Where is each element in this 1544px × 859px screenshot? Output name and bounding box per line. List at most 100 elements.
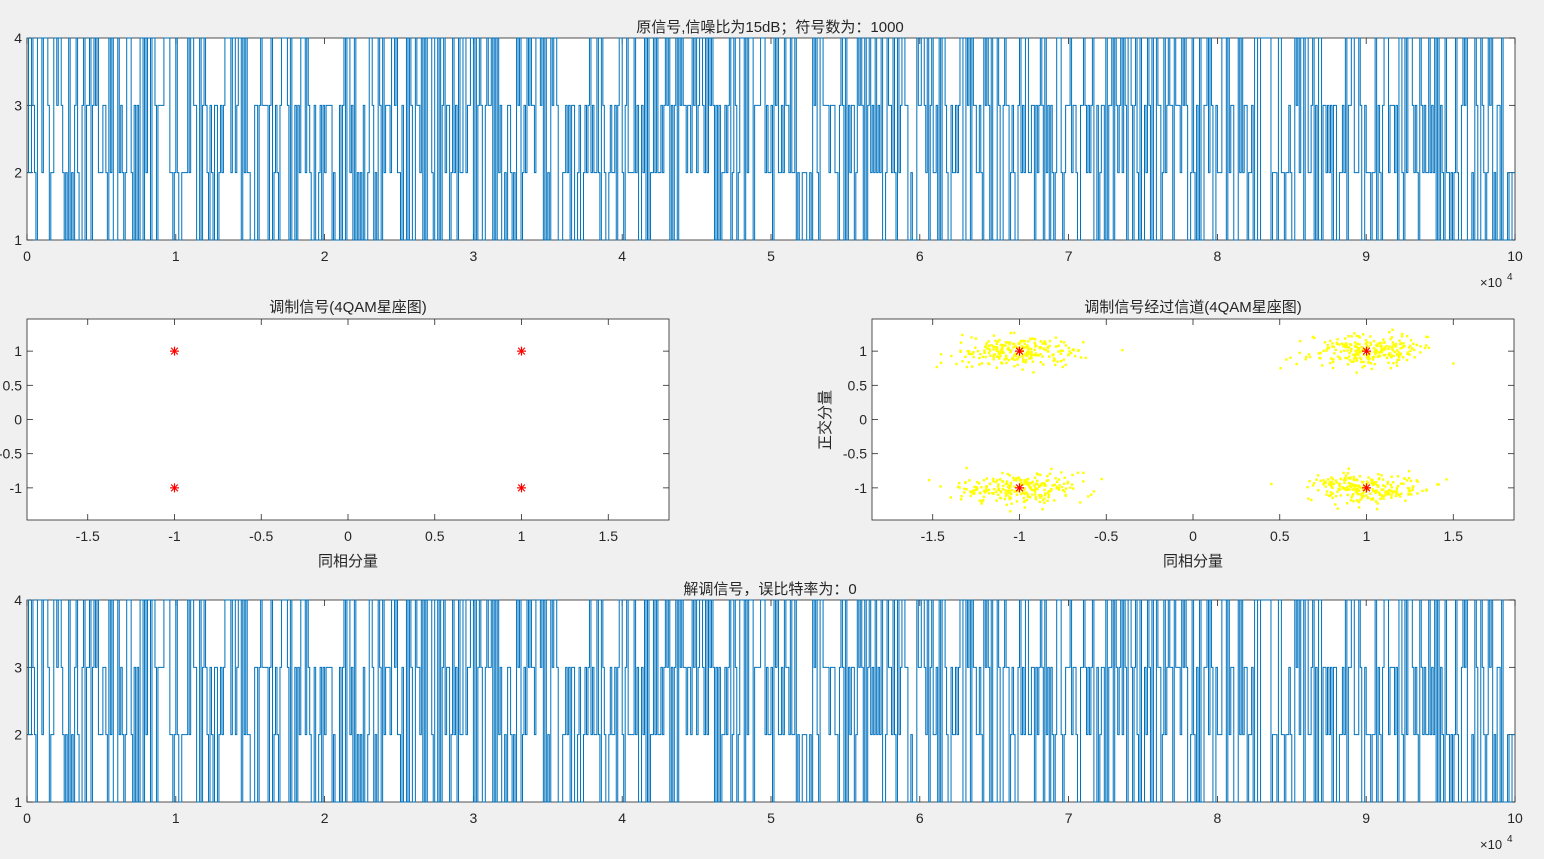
channel-noisy-point (1054, 363, 1057, 367)
channel-noisy-point (939, 353, 943, 356)
channel-noisy-point (999, 343, 1002, 347)
channel-noisy-point (1332, 358, 1335, 361)
channel-noisy-point (971, 492, 975, 495)
channel-noisy-point (987, 488, 991, 492)
channel-noisy-point (1069, 351, 1073, 355)
channel-noisy-point (1361, 492, 1364, 495)
channel-noisy-point (1394, 494, 1398, 498)
channel-noisy-point (1369, 335, 1372, 338)
channel-noisy-point (1044, 492, 1047, 495)
channel-noisy-point (992, 353, 996, 356)
channel-noisy-point (1040, 482, 1043, 485)
channel-noisy-point (1041, 508, 1044, 511)
channel-noisy-point (1364, 342, 1368, 345)
channel-noisy-point (1412, 485, 1415, 488)
channel-noisy-point (1331, 492, 1334, 495)
channel-noisy-point (1402, 342, 1405, 345)
channel-noisy-point (1029, 482, 1032, 485)
channel-noisy-point (1374, 351, 1378, 355)
channel-noisy-point (1004, 341, 1008, 344)
channel-noisy-point (1378, 477, 1381, 480)
channel-constellation-star-marker (1014, 483, 1024, 493)
channel-noisy-point (1027, 352, 1030, 355)
channel-noisy-point (1321, 364, 1324, 367)
channel-noisy-point (1039, 473, 1042, 477)
channel-noisy-point (1416, 492, 1419, 495)
demodulated-signal-x-scale-exponent: 4 (1507, 834, 1513, 845)
channel-noisy-point (1047, 350, 1050, 353)
channel-noisy-point (1395, 364, 1399, 367)
channel-noisy-point (984, 355, 987, 359)
channel-noisy-point (1059, 349, 1063, 352)
modulated-constellation-ytick-label: -1 (10, 480, 23, 496)
channel-noisy-point (927, 478, 931, 482)
channel-noisy-point (1025, 346, 1028, 349)
channel-noisy-point (1001, 471, 1004, 475)
channel-noisy-point (1036, 473, 1040, 476)
channel-noisy-point (1392, 343, 1395, 347)
channel-constellation-xtick-label: 0.5 (1270, 528, 1290, 544)
channel-noisy-point (1326, 343, 1329, 347)
channel-noisy-point (1004, 489, 1007, 492)
channel-noisy-point (1364, 339, 1368, 342)
channel-noisy-point (1308, 480, 1311, 483)
channel-noisy-point (992, 334, 996, 337)
channel-noisy-point (1384, 485, 1387, 488)
demodulated-signal-xtick-label: 8 (1214, 810, 1222, 826)
channel-noisy-point (996, 493, 1000, 496)
channel-noisy-point (1380, 344, 1383, 347)
channel-noisy-point (1405, 334, 1409, 338)
channel-noisy-point (1008, 491, 1011, 494)
channel-noisy-point (1003, 497, 1007, 501)
channel-constellation-ytick-label: 0.5 (848, 377, 868, 393)
channel-noisy-point (1367, 360, 1371, 363)
channel-noisy-point (1382, 338, 1385, 341)
channel-noisy-point (1016, 363, 1019, 367)
channel-noisy-point (993, 345, 996, 349)
channel-noisy-point (1013, 358, 1016, 362)
channel-noisy-point (1373, 350, 1376, 353)
channel-noisy-point (1345, 501, 1349, 505)
channel-noisy-point (1393, 350, 1397, 354)
channel-noisy-point (1354, 352, 1358, 356)
channel-noisy-point (1390, 355, 1393, 359)
channel-noisy-point (1029, 347, 1033, 351)
channel-noisy-point (959, 349, 962, 353)
channel-noisy-point (1338, 484, 1341, 487)
channel-noisy-point (987, 362, 991, 366)
channel-noisy-point (1014, 352, 1017, 355)
channel-noisy-point (1374, 489, 1377, 493)
channel-noisy-point (1053, 483, 1057, 486)
channel-noisy-point (1033, 348, 1036, 352)
channel-noisy-point (1343, 477, 1347, 480)
original-signal-x-scale: ×10 (1480, 275, 1502, 290)
channel-noisy-point (1062, 482, 1066, 485)
channel-noisy-point (1348, 359, 1352, 362)
channel-noisy-point (1318, 356, 1321, 360)
channel-noisy-point (1419, 345, 1422, 348)
channel-noisy-point (1353, 341, 1357, 344)
channel-constellation-axes (871, 318, 1515, 521)
channel-noisy-point (1366, 357, 1370, 360)
channel-noisy-point (1323, 341, 1327, 344)
channel-noisy-point (1412, 348, 1416, 352)
channel-noisy-point (1345, 345, 1348, 349)
channel-noisy-point (1409, 479, 1413, 483)
modulated-constellation-ytick-label: -0.5 (0, 446, 22, 462)
channel-noisy-point (1369, 498, 1373, 501)
channel-noisy-point (1391, 349, 1394, 352)
channel-noisy-point (1365, 344, 1369, 347)
channel-noisy-point (985, 347, 989, 350)
modulated-constellation-title: 调制信号(4QAM星座图) (269, 299, 427, 316)
channel-noisy-point (1005, 490, 1009, 493)
channel-noisy-point (1348, 343, 1352, 346)
channel-noisy-point (964, 480, 967, 484)
modulated-constellation-ytick-label: 0.5 (3, 377, 23, 393)
channel-noisy-point (1042, 498, 1045, 502)
channel-noisy-point (1043, 342, 1046, 345)
channel-noisy-point (973, 492, 976, 495)
channel-noisy-point (987, 344, 991, 347)
channel-noisy-point (1006, 482, 1009, 485)
channel-noisy-point (1048, 344, 1051, 348)
